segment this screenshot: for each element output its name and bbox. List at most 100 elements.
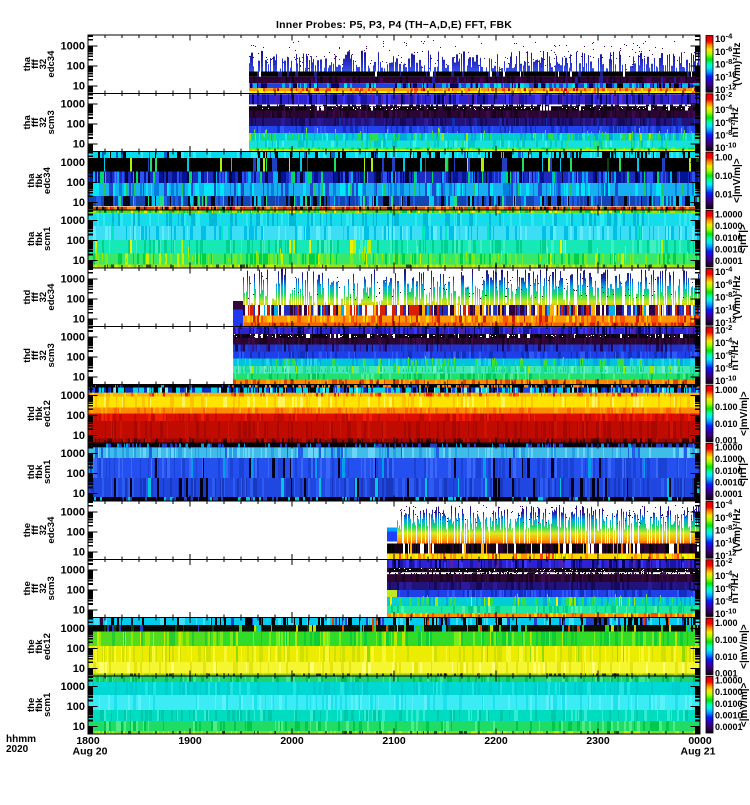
svg-text:100: 100: [67, 526, 85, 538]
svg-text:scm3: scm3: [46, 110, 57, 134]
svg-text:<|mV/m|>: <|mV/m|>: [739, 391, 750, 436]
svg-text:1000: 1000: [61, 99, 85, 111]
svg-text:fff: fff: [30, 292, 41, 302]
svg-text:1800: 1800: [76, 735, 100, 747]
svg-text:fbk: fbk: [34, 406, 45, 421]
svg-text:100: 100: [67, 352, 85, 364]
svg-text:0.0010: 0.0010: [715, 711, 743, 721]
svg-text:<|mV/m|>: <|mV/m|>: [739, 682, 750, 727]
svg-text:1.0000: 1.0000: [715, 676, 743, 686]
svg-text:<|mV/m|>: <|mV/m|>: [739, 624, 750, 669]
svg-text:edc34: edc34: [46, 50, 57, 78]
svg-text:0.100: 0.100: [715, 402, 738, 412]
svg-text:100: 100: [67, 119, 85, 131]
svg-text:fff: fff: [30, 583, 41, 593]
svg-text:100: 100: [67, 410, 85, 422]
svg-text:2200: 2200: [484, 735, 508, 747]
svg-text:2100: 2100: [382, 735, 406, 747]
svg-text:Inner Probes: P5, P3, P4 (TH−A: Inner Probes: P5, P3, P4 (TH−A,D,E) FFT,…: [276, 19, 512, 31]
svg-text:0.010: 0.010: [715, 652, 738, 662]
svg-text:<|mV/m|>: <|mV/m|>: [732, 158, 743, 203]
svg-text:fbk: fbk: [34, 464, 45, 479]
svg-text:scm3: scm3: [46, 343, 57, 367]
svg-text:edc34: edc34: [42, 166, 53, 194]
svg-text:1.000: 1.000: [715, 385, 738, 395]
svg-text:0.001: 0.001: [715, 669, 738, 679]
svg-text:1.000: 1.000: [715, 618, 738, 628]
svg-text:<|nT|>: <|nT|>: [738, 457, 749, 487]
svg-text:1000: 1000: [61, 215, 85, 227]
svg-text:1000: 1000: [61, 506, 85, 518]
svg-text:32: 32: [38, 350, 49, 361]
svg-text:32: 32: [38, 59, 49, 70]
svg-text:1000: 1000: [61, 448, 85, 460]
svg-text:100: 100: [67, 177, 85, 189]
svg-text:100: 100: [67, 235, 85, 247]
svg-text:fbk: fbk: [34, 173, 45, 188]
svg-text:thd: thd: [26, 406, 37, 421]
svg-text:100: 100: [67, 701, 85, 713]
svg-text:1000: 1000: [61, 681, 85, 693]
svg-text:0.0001: 0.0001: [715, 722, 743, 732]
svg-text:fff: fff: [30, 350, 41, 360]
svg-text:0.0010: 0.0010: [715, 245, 743, 255]
svg-text:1000: 1000: [61, 565, 85, 577]
svg-text:Aug 21: Aug 21: [680, 746, 715, 758]
svg-text:edc12: edc12: [42, 633, 53, 660]
svg-text:100: 100: [67, 293, 85, 305]
svg-text:thd: thd: [22, 290, 33, 305]
svg-text:<|nT|>: <|nT|>: [738, 224, 749, 254]
svg-text:100: 100: [67, 468, 85, 480]
svg-text:fff: fff: [30, 525, 41, 535]
svg-text:0.1000: 0.1000: [715, 687, 743, 697]
svg-text:32: 32: [38, 583, 49, 594]
svg-text:hhmm: hhmm: [6, 734, 36, 745]
svg-text:0.010: 0.010: [715, 419, 738, 429]
svg-text:edc12: edc12: [42, 400, 53, 427]
svg-text:1000: 1000: [61, 390, 85, 402]
svg-text:the: the: [26, 698, 37, 712]
svg-text:edc34: edc34: [46, 283, 57, 311]
svg-text:0000: 0000: [688, 735, 712, 747]
svg-text:0.0100: 0.0100: [715, 699, 743, 709]
svg-text:0.01: 0.01: [715, 189, 733, 199]
svg-text:fbk: fbk: [34, 231, 45, 246]
svg-text:scm3: scm3: [46, 576, 57, 600]
svg-text:(V/m)²/Hz: (V/m)²/Hz: [732, 508, 743, 551]
svg-text:10: 10: [73, 197, 85, 209]
svg-text:0.0001: 0.0001: [715, 489, 743, 499]
svg-text:10: 10: [73, 721, 85, 733]
svg-text:0.0100: 0.0100: [715, 466, 743, 476]
svg-text:fff: fff: [30, 59, 41, 69]
svg-text:0.0100: 0.0100: [715, 233, 743, 243]
svg-text:Aug 20: Aug 20: [72, 746, 107, 758]
svg-text:nT²/Hz: nT²/Hz: [730, 573, 741, 604]
svg-text:1000: 1000: [61, 623, 85, 635]
svg-text:2000: 2000: [280, 735, 304, 747]
svg-text:fff: fff: [30, 117, 41, 127]
svg-text:(V/m)²/Hz: (V/m)²/Hz: [732, 42, 743, 85]
svg-text:10: 10: [73, 605, 85, 617]
svg-text:0.0010: 0.0010: [715, 478, 743, 488]
svg-text:10: 10: [73, 139, 85, 151]
svg-text:edc34: edc34: [46, 516, 57, 544]
svg-text:0.0001: 0.0001: [715, 256, 743, 266]
svg-text:1.0000: 1.0000: [715, 442, 743, 452]
svg-text:100: 100: [67, 585, 85, 597]
svg-text:tha: tha: [22, 56, 33, 71]
svg-text:nT²/Hz: nT²/Hz: [730, 107, 741, 138]
svg-text:scm1: scm1: [42, 459, 53, 484]
svg-text:1900: 1900: [178, 735, 202, 747]
svg-text:the: the: [22, 581, 33, 595]
svg-text:tha: tha: [26, 231, 37, 246]
svg-text:10: 10: [73, 255, 85, 267]
svg-text:10: 10: [73, 80, 85, 92]
svg-text:10: 10: [73, 488, 85, 500]
svg-text:2020: 2020: [6, 744, 29, 755]
svg-text:scm1: scm1: [42, 692, 53, 717]
svg-text:1000: 1000: [61, 40, 85, 52]
svg-text:32: 32: [38, 525, 49, 536]
svg-text:32: 32: [38, 292, 49, 303]
svg-text:100: 100: [67, 60, 85, 72]
svg-text:1000: 1000: [61, 157, 85, 169]
